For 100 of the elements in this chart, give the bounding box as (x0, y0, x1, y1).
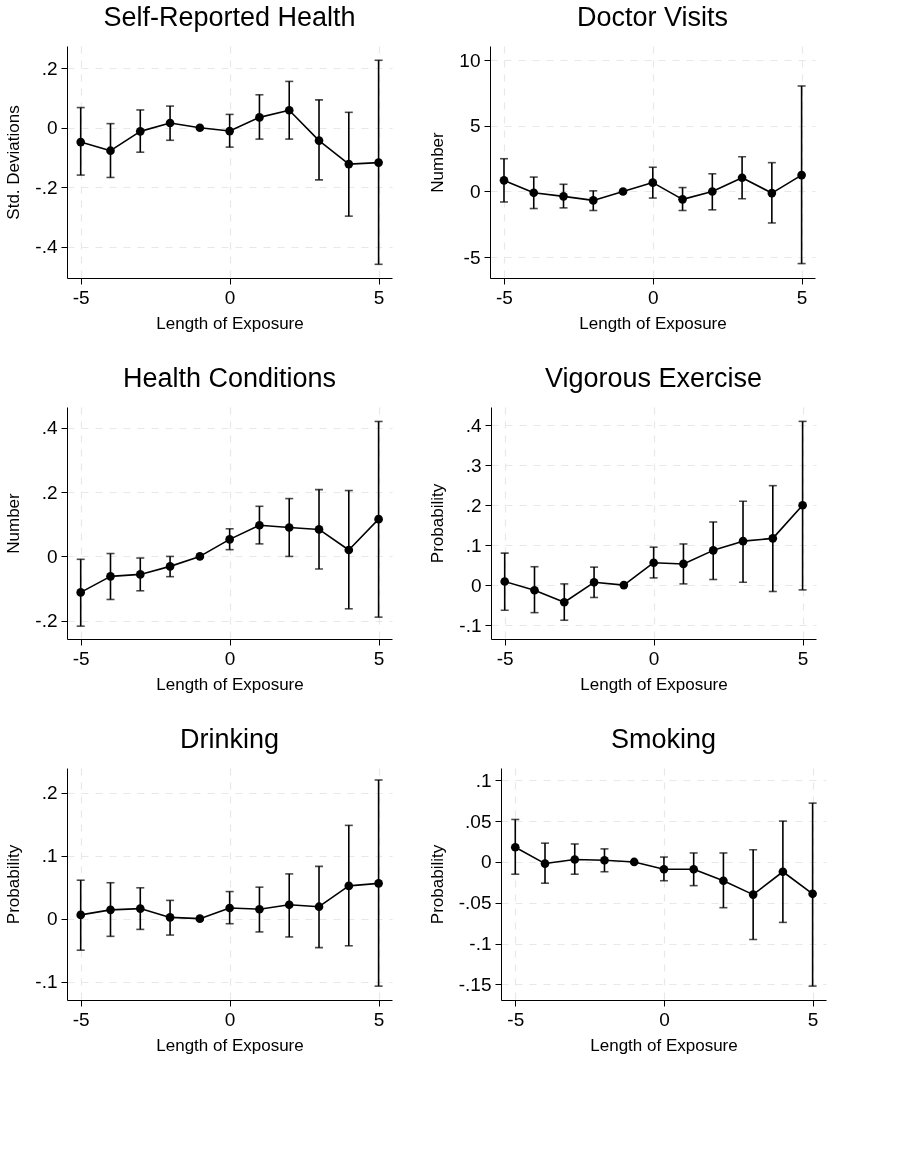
y-tick-label: .4 (465, 414, 482, 436)
point (659, 864, 669, 874)
x-tick-label: -5 (496, 286, 513, 308)
point (106, 905, 115, 915)
point (344, 881, 354, 891)
point (530, 585, 539, 595)
x-axis-title: Length of Exposure (156, 674, 304, 694)
y-tick-label: .2 (41, 782, 58, 804)
point (225, 903, 234, 913)
point (195, 552, 205, 561)
y-tick-label: -.1 (469, 933, 492, 955)
point (135, 127, 145, 136)
x-tick-label: -5 (507, 1008, 525, 1030)
point (135, 570, 145, 579)
x-axis-title: Length of Exposure (156, 1035, 304, 1055)
x-tick-label: 0 (224, 647, 236, 669)
y-tick-label: -.1 (459, 614, 482, 636)
x-tick-label: -5 (72, 647, 90, 669)
point (165, 118, 175, 128)
x-tick-label: -5 (496, 647, 514, 669)
y-tick-label: .05 (465, 810, 492, 832)
point (559, 597, 569, 607)
point (618, 187, 628, 196)
point (629, 857, 639, 867)
point (679, 559, 688, 569)
point (559, 192, 568, 201)
x-tick-label: 5 (373, 286, 385, 308)
x-tick-label: -5 (72, 286, 90, 308)
point (529, 188, 539, 198)
point (284, 105, 294, 115)
x-tick-label: 0 (648, 286, 659, 308)
y-axis-title: Probability (427, 844, 447, 925)
point (374, 514, 383, 524)
point (284, 900, 294, 910)
y-tick-label: 0 (46, 117, 58, 139)
y-axis-title: Number (4, 492, 24, 554)
x-tick-label: 0 (224, 286, 236, 308)
point (314, 136, 324, 145)
y-tick-label: 5 (469, 115, 481, 137)
point (195, 123, 205, 133)
chart-title: Drinking (179, 724, 280, 754)
x-tick-label: 0 (659, 1008, 670, 1030)
y-tick-label: .1 (475, 769, 492, 791)
point (106, 146, 115, 156)
point (797, 170, 806, 180)
point (314, 525, 324, 534)
x-tick-label: 5 (797, 647, 809, 669)
x-tick-label: 5 (373, 1008, 385, 1030)
y-tick-label: 0 (46, 908, 58, 930)
x-tick-label: 5 (373, 647, 385, 669)
point (748, 890, 758, 899)
point (589, 577, 599, 587)
y-tick-label: -.2 (35, 610, 58, 632)
point (648, 178, 658, 187)
point (344, 545, 354, 555)
chart-title: Doctor Visits (576, 2, 729, 32)
y-tick-label: .2 (41, 57, 58, 79)
y-tick-label: 0 (480, 851, 492, 873)
point (689, 864, 699, 874)
point (707, 187, 717, 196)
x-tick-label: 0 (224, 1008, 236, 1030)
point (570, 855, 580, 864)
y-tick-label: -5 (463, 246, 481, 268)
y-tick-label: -.1 (35, 971, 58, 993)
point (135, 904, 145, 913)
y-tick-label: .4 (41, 417, 58, 439)
y-tick-label: 0 (470, 574, 482, 596)
y-tick-label: -.2 (35, 176, 58, 198)
y-tick-label: .2 (41, 481, 58, 503)
point (510, 842, 520, 852)
y-tick-label: .3 (465, 454, 482, 476)
y-axis-title: Number (428, 131, 448, 193)
chart-title: Vigorous Exercise (544, 363, 763, 393)
x-axis-title: Length of Exposure (590, 1035, 738, 1055)
y-tick-label: 0 (46, 545, 58, 567)
point (195, 914, 205, 923)
x-axis-title: Length of Exposure (580, 674, 728, 694)
chart-title: Self-Reported Health (103, 2, 356, 32)
y-tick-label: .1 (41, 845, 58, 867)
point (344, 159, 354, 169)
x-tick-label: 5 (796, 286, 808, 308)
chart-title: Smoking (610, 724, 717, 754)
point (314, 902, 324, 912)
point (649, 558, 658, 568)
point (76, 588, 86, 597)
point (678, 195, 687, 204)
point (719, 876, 728, 886)
x-axis-title: Length of Exposure (156, 313, 304, 333)
point (106, 572, 115, 581)
y-axis-title: Probability (428, 483, 448, 564)
point (499, 176, 509, 185)
point (255, 113, 264, 122)
x-tick-label: -5 (72, 1008, 90, 1030)
point (374, 158, 383, 167)
point (738, 536, 748, 546)
y-axis-title: Probability (4, 844, 24, 925)
point (798, 500, 807, 510)
y-axis-title: Std. Deviations (4, 105, 24, 220)
x-tick-label: 5 (807, 1008, 819, 1030)
point (500, 577, 510, 586)
